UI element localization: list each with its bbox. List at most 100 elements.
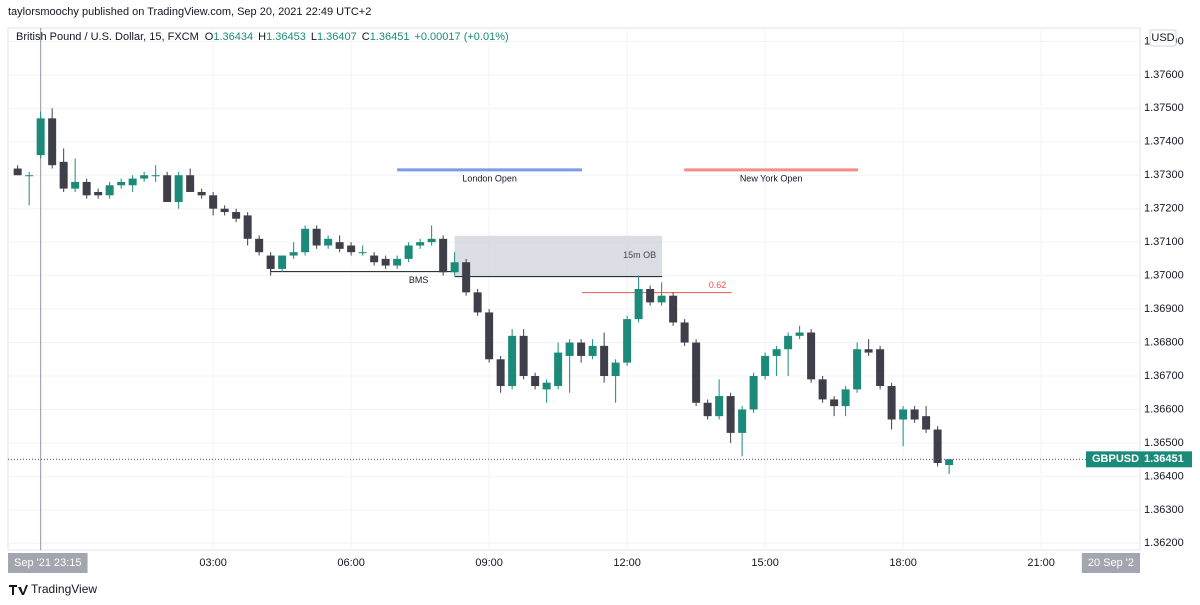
candle-body bbox=[749, 376, 758, 410]
candle-body bbox=[600, 345, 609, 376]
candle-body bbox=[174, 175, 183, 202]
legend-value: 1.36434 bbox=[213, 31, 253, 43]
y-tick-label: 1.37200 bbox=[1144, 203, 1184, 215]
candle-body bbox=[301, 228, 310, 253]
candle-body bbox=[209, 195, 218, 209]
candle-body bbox=[335, 242, 344, 249]
candle-body bbox=[772, 349, 781, 356]
candle-body bbox=[692, 342, 701, 403]
candle-body bbox=[82, 181, 91, 196]
candle-body bbox=[473, 292, 482, 313]
legend-symbol: British Pound / U.S. Dollar, 15, FXCM bbox=[16, 31, 199, 43]
candle-body bbox=[105, 185, 114, 196]
x-tick-label: 03:00 bbox=[199, 557, 227, 569]
candle-body bbox=[128, 178, 137, 186]
candle-body bbox=[646, 289, 655, 303]
y-tick-label: 1.36300 bbox=[1144, 504, 1184, 516]
y-tick-label: 1.36200 bbox=[1144, 537, 1184, 549]
candle-body bbox=[634, 289, 643, 320]
candle-body bbox=[508, 335, 517, 387]
cursor-time-label: Sep '21 23:15 bbox=[8, 553, 88, 573]
x-tick-label: 06:00 bbox=[337, 557, 365, 569]
price-tag bbox=[1086, 451, 1192, 468]
candle-body bbox=[761, 355, 770, 376]
candle-body bbox=[899, 409, 908, 420]
logo-icon bbox=[9, 585, 28, 595]
candle-body bbox=[289, 252, 298, 256]
x-tick-label: 18:00 bbox=[889, 557, 917, 569]
y-tick-label: 1.37000 bbox=[1144, 270, 1184, 282]
annotation-level: New York Open bbox=[684, 168, 859, 183]
level-label: BMS bbox=[409, 275, 429, 285]
legend-label: O bbox=[205, 31, 214, 43]
candle-body bbox=[59, 161, 68, 189]
cursor-label-box bbox=[8, 553, 88, 573]
candle-body bbox=[565, 342, 574, 356]
candle-body bbox=[485, 312, 494, 360]
order-block bbox=[454, 235, 663, 277]
y-tick-label: 1.36400 bbox=[1144, 470, 1184, 482]
footer-logo: TradingView bbox=[9, 582, 97, 596]
y-tick-label: 1.37600 bbox=[1144, 69, 1184, 81]
level-label: 0.62 bbox=[709, 280, 727, 290]
legend-label: C bbox=[362, 31, 370, 43]
candle-body bbox=[611, 362, 620, 376]
candle-body bbox=[623, 319, 632, 363]
candle-body bbox=[232, 212, 241, 219]
candle-body bbox=[255, 238, 264, 253]
candle-body bbox=[853, 349, 862, 390]
candle-body bbox=[450, 262, 459, 273]
x-tick-label: 21:00 bbox=[1027, 557, 1055, 569]
order-block-label: 15m OB bbox=[623, 250, 656, 260]
candle-body bbox=[266, 255, 275, 269]
candle-body bbox=[370, 255, 379, 263]
candle-body bbox=[404, 245, 413, 259]
y-tick-label: 1.36900 bbox=[1144, 303, 1184, 315]
candle-body bbox=[220, 208, 229, 213]
plot-frame bbox=[7, 27, 1141, 551]
candle-body bbox=[439, 238, 448, 273]
currency-box bbox=[1149, 29, 1177, 47]
legend-label: H bbox=[258, 31, 266, 43]
candle-body bbox=[830, 399, 839, 407]
legend-value: 1.36407 bbox=[317, 31, 357, 43]
currency-label: USD bbox=[1151, 32, 1174, 44]
legend-change: +0.00017 (+0.01%) bbox=[414, 31, 508, 43]
candle-body bbox=[542, 382, 551, 390]
candle-body bbox=[657, 295, 666, 303]
candle-body bbox=[278, 255, 287, 269]
published-header: taylorsmoochy published on TradingView.c… bbox=[8, 6, 371, 18]
y-tick-label: 1.36800 bbox=[1144, 336, 1184, 348]
price-tag-ticker: GBPUSD bbox=[1092, 453, 1139, 465]
candle-body bbox=[738, 409, 747, 433]
candle-body bbox=[784, 335, 793, 350]
candle-body bbox=[462, 262, 471, 293]
candle-body bbox=[795, 332, 804, 336]
candle-body bbox=[427, 238, 436, 243]
candle-body bbox=[519, 335, 528, 376]
y-tick-label: 1.36600 bbox=[1144, 403, 1184, 415]
level-label: New York Open bbox=[740, 173, 803, 183]
candle-body bbox=[577, 342, 586, 356]
candle-body bbox=[910, 409, 919, 420]
candle-body bbox=[163, 175, 172, 202]
candle-body bbox=[48, 118, 57, 166]
candle-body bbox=[554, 352, 563, 387]
y-tick-label: 1.37100 bbox=[1144, 236, 1184, 248]
annotation-fib: 0.62 bbox=[582, 280, 732, 294]
candle-body bbox=[140, 175, 149, 179]
candle-body bbox=[887, 386, 896, 420]
candle-body bbox=[347, 245, 356, 253]
y-tick-label: 1.37300 bbox=[1144, 169, 1184, 181]
legend: British Pound / U.S. Dollar, 15, FXCM O1.… bbox=[16, 31, 509, 43]
x-tick-label: 15:00 bbox=[751, 557, 779, 569]
plot-area: 1.36200 1.36300 1.36400 1.36500 1.36600 1.367… bbox=[7, 27, 1192, 573]
candle-body bbox=[358, 252, 367, 254]
price-tag-value: 1.36451 bbox=[1144, 453, 1184, 465]
x-tick-label: 12:00 bbox=[613, 557, 641, 569]
candle-body bbox=[588, 345, 597, 356]
candle-body bbox=[818, 379, 827, 400]
cursor-label-text: 20 Sep '2 bbox=[1088, 557, 1134, 569]
candle-body bbox=[94, 191, 103, 196]
candle-body bbox=[381, 258, 390, 266]
